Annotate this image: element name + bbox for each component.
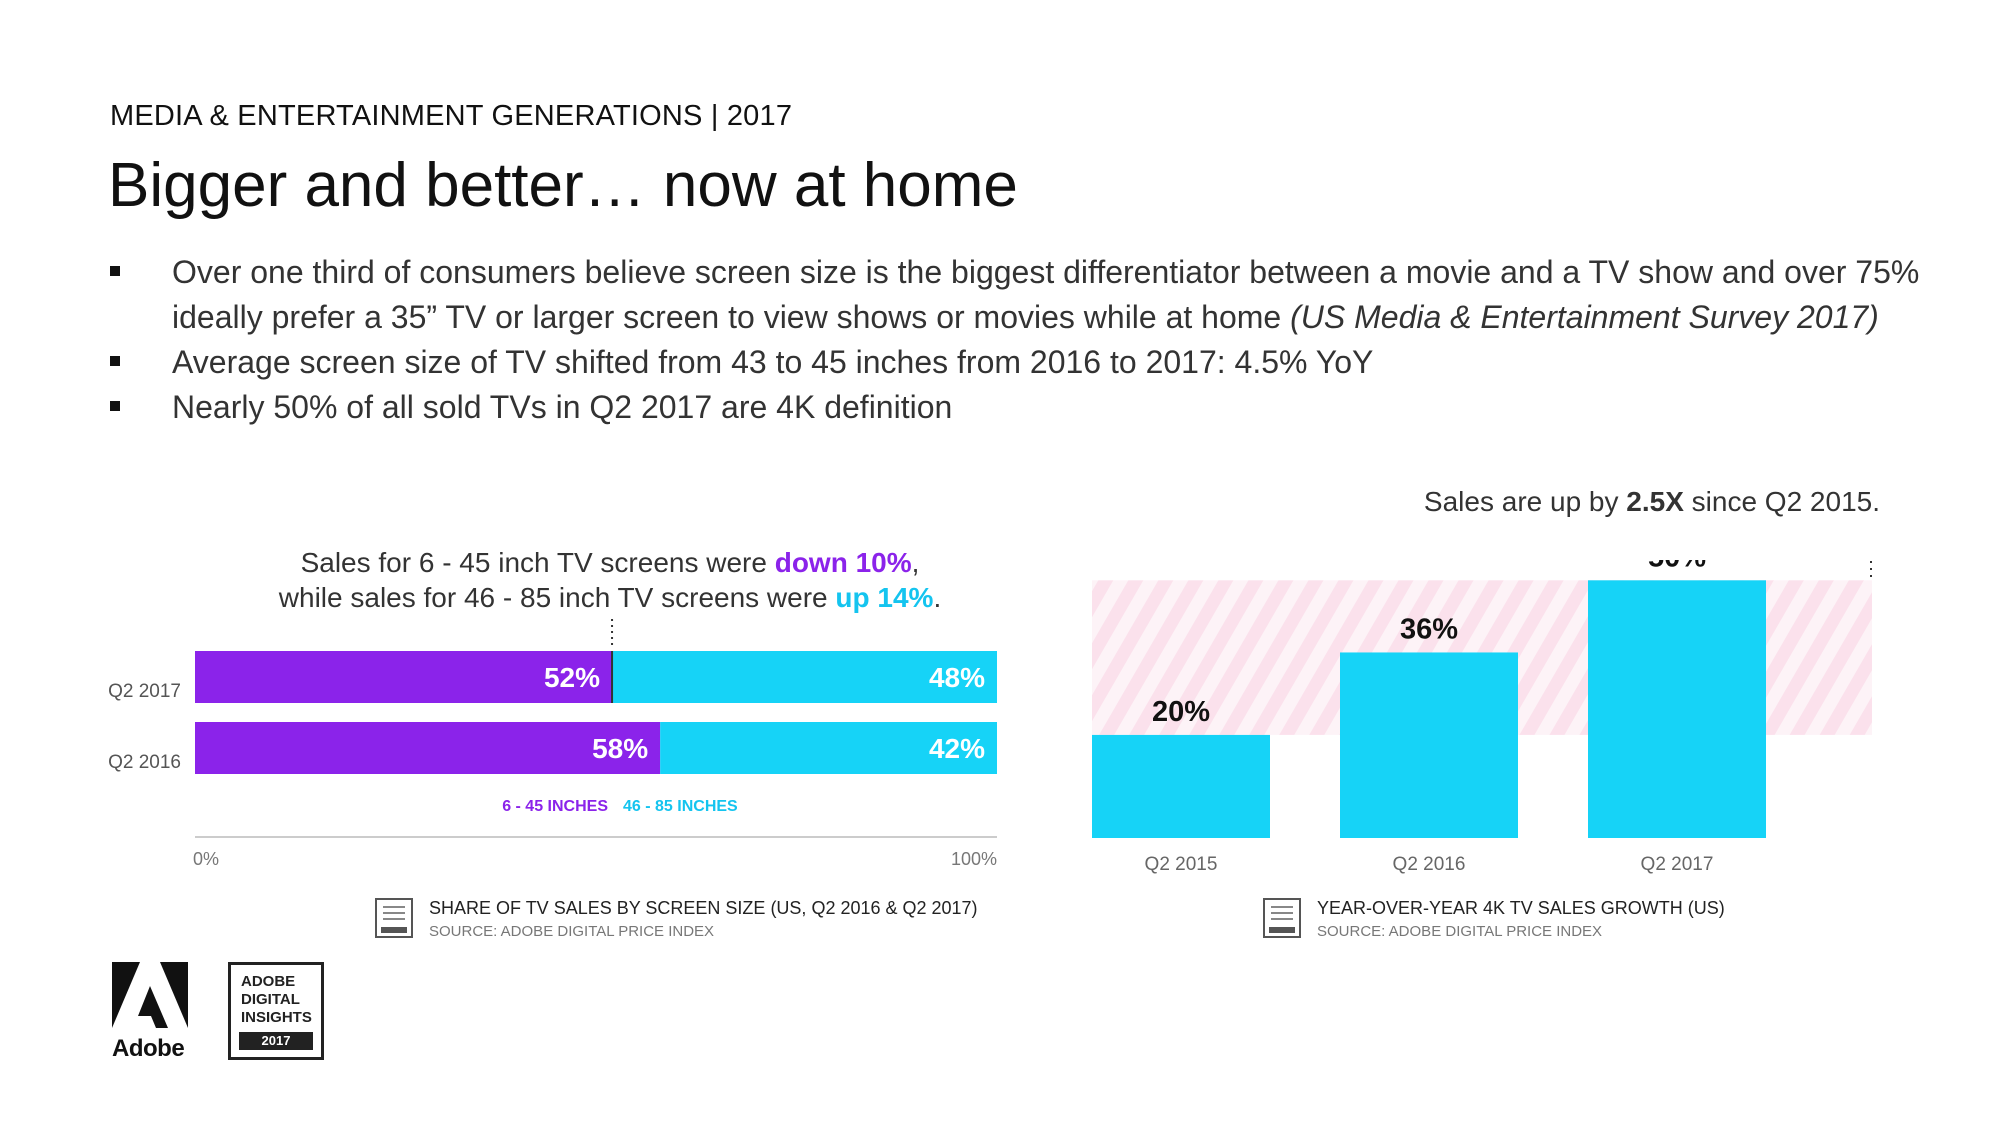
adobe-a-icon (112, 962, 188, 1028)
category-label: Q2 2015 (1145, 854, 1218, 875)
data-label: 52% (544, 662, 600, 693)
bar (1588, 580, 1766, 838)
bar-segment (660, 722, 997, 774)
4k-sales-growth-chart: 20% Q2 2015 36% Q2 2016 50% Q2 2017 (1092, 560, 1872, 875)
category-label: Q2 2017 (108, 681, 181, 702)
bar-segment (195, 722, 661, 774)
tick-label: 0% (193, 849, 219, 869)
data-label: 58% (592, 733, 648, 764)
category-label: Q2 2016 (108, 752, 181, 773)
data-label: 42% (929, 733, 985, 764)
adobe-logo: Adobe (112, 962, 188, 1063)
data-label: 36% (1400, 613, 1458, 645)
adobe-digital-insights-badge: ADOBE DIGITAL INSIGHTS 2017 (228, 962, 324, 1060)
data-label: 50% (1648, 560, 1706, 573)
bullet-item: Nearly 50% of all sold TVs in Q2 2017 ar… (110, 385, 1940, 430)
bullet-item: Average screen size of TV shifted from 4… (110, 340, 1940, 385)
category-label: Q2 2016 (1393, 854, 1466, 875)
bar-segment (195, 651, 613, 703)
eyebrow-title: MEDIA & ENTERTAINMENT GENERATIONS | 2017 (110, 100, 793, 132)
digital-insights-mini-icon (1263, 898, 1301, 938)
bullet-square-icon (110, 266, 120, 276)
bullet-square-icon (110, 356, 120, 366)
tick-label: 100% (951, 849, 997, 869)
right-chart-caption: YEAR-OVER-YEAR 4K TV SALES GROWTH (US) S… (1263, 898, 1725, 940)
data-label: 20% (1152, 696, 1210, 728)
legend-item: 46 - 85 INCHES (623, 798, 738, 815)
right-chart-annotation: Sales are up by 2.5X since Q2 2015. (1423, 486, 1880, 517)
bar (1092, 734, 1270, 838)
bullet-item: Over one third of consumers believe scre… (110, 250, 1940, 340)
legend-item: 6 - 45 INCHES (502, 798, 608, 815)
left-chart-annotation: Sales for 6 - 45 inch TV screens were do… (278, 547, 942, 613)
bar-segment (612, 651, 997, 703)
category-label: Q2 2017 (1641, 854, 1714, 875)
data-label: 48% (929, 662, 985, 693)
bullet-square-icon (110, 401, 120, 411)
digital-insights-mini-icon (375, 898, 413, 938)
page-title: Bigger and better… now at home (108, 151, 1018, 220)
bullet-list: Over one third of consumers believe scre… (110, 250, 1940, 430)
left-chart-caption: SHARE OF TV SALES BY SCREEN SIZE (US, Q2… (375, 898, 978, 940)
screen-size-share-chart: Q2 2017 52% 48% Q2 2016 58% 42% 6 - 45 INCHES 4… (108, 619, 997, 869)
bar (1340, 652, 1518, 838)
